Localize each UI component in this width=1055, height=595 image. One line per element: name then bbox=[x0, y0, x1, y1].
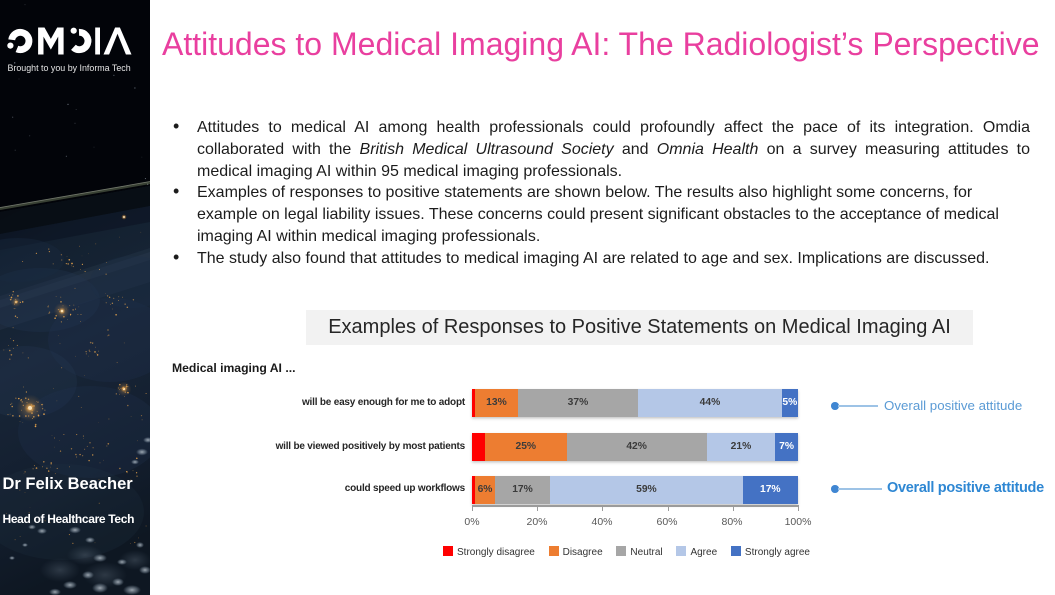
svg-text:Brought to you by Informa Tech: Brought to you by Informa Tech bbox=[8, 63, 131, 73]
